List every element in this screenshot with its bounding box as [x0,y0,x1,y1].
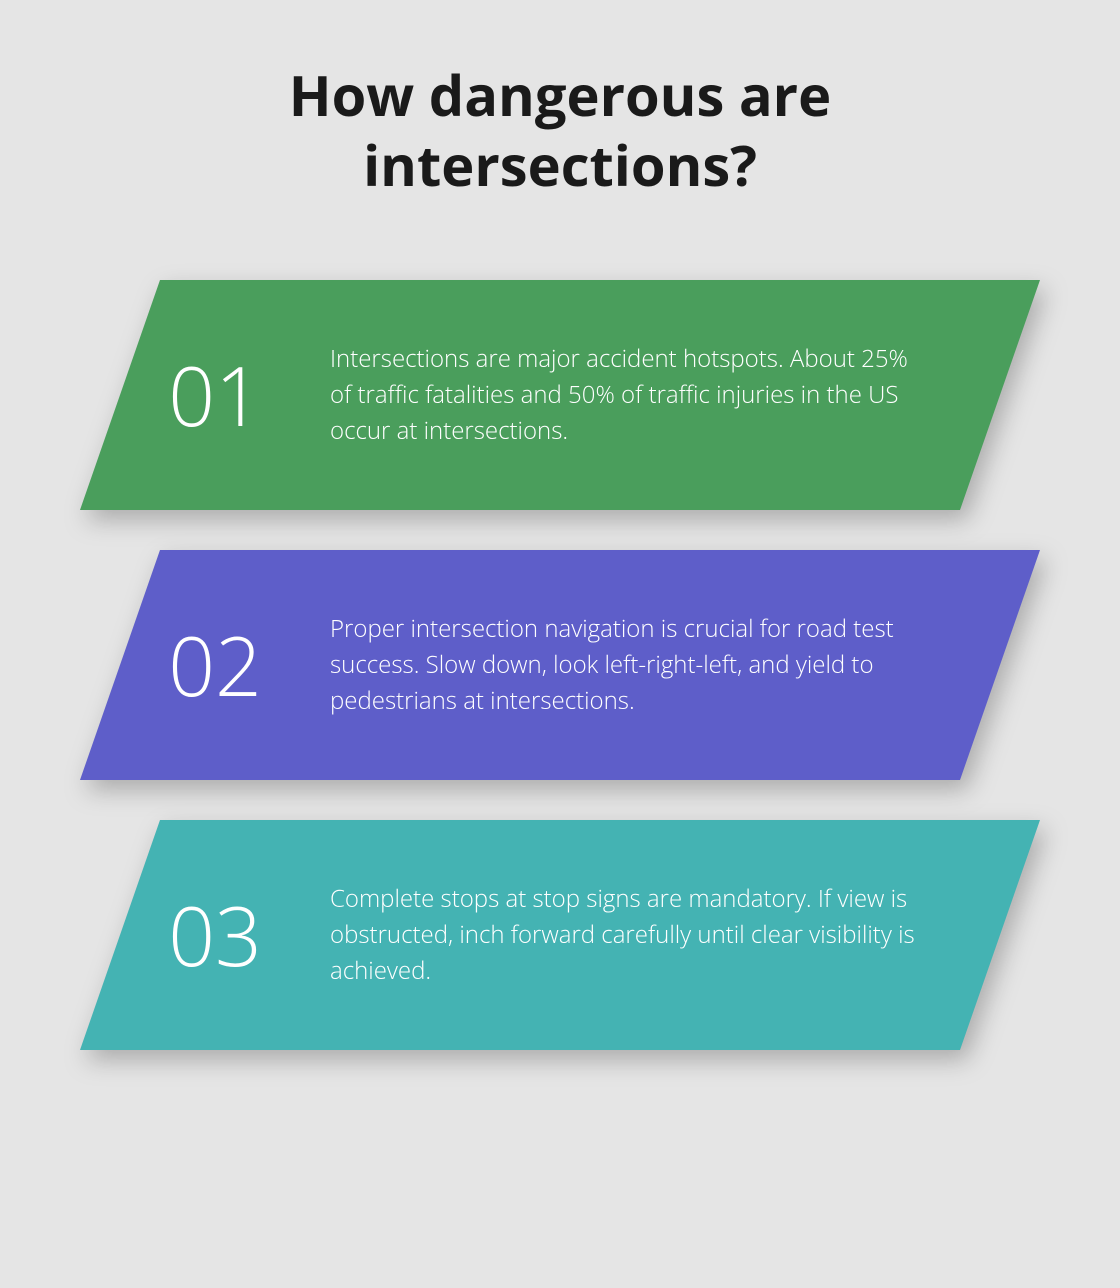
card-wrapper-3: 03 Complete stops at stop signs are mand… [80,820,1040,1050]
page-title: How dangerous are intersections? [60,60,1060,200]
card-2: 02 Proper intersection navigation is cru… [80,550,1040,780]
card-wrapper-2: 02 Proper intersection navigation is cru… [80,550,1040,780]
card-number-3: 03 [150,879,280,991]
card-number-2: 02 [150,609,280,721]
card-wrapper-1: 01 Intersections are major accident hots… [80,280,1040,510]
card-text-3: Complete stops at stop signs are mandato… [330,881,940,989]
card-number-1: 01 [150,339,280,451]
card-text-1: Intersections are major accident hotspot… [330,341,940,449]
card-3: 03 Complete stops at stop signs are mand… [80,820,1040,1050]
cards-container: 01 Intersections are major accident hots… [60,280,1060,1050]
card-text-2: Proper intersection navigation is crucia… [330,611,940,719]
card-1: 01 Intersections are major accident hots… [80,280,1040,510]
